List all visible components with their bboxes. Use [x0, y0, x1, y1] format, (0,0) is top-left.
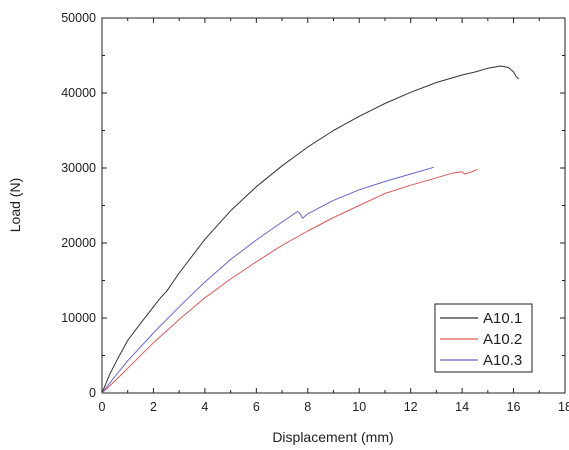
- x-axis-ticks: 0 2 4 6 8 10 12 14 16 18: [99, 18, 569, 414]
- series-line-A10-3: [101, 166, 434, 394]
- y-tick-label: 20000: [61, 236, 96, 250]
- series-line-A10-1: [101, 65, 520, 394]
- x-tick-label: 6: [253, 400, 260, 414]
- x-tick-label: 16: [507, 400, 521, 414]
- x-tick-label: 4: [201, 400, 208, 414]
- x-tick-label: 18: [558, 400, 569, 414]
- series-lines: [101, 65, 520, 394]
- y-tick-label: 40000: [61, 86, 96, 100]
- x-tick-label: 14: [455, 400, 469, 414]
- x-tick-label: 2: [150, 400, 157, 414]
- series-line-A10-2: [101, 169, 478, 394]
- x-tick-label: 0: [99, 400, 106, 414]
- x-tick-label: 12: [404, 400, 418, 414]
- y-axis-ticks: 0 10000 20000 30000 40000 50000: [61, 11, 565, 400]
- x-tick-label: 8: [304, 400, 311, 414]
- legend: A10.1 A10.2 A10.3: [434, 303, 533, 373]
- legend-label: A10.1: [483, 310, 522, 327]
- x-tick-label: 10: [352, 400, 366, 414]
- y-tick-label: 50000: [61, 11, 96, 25]
- y-tick-label: 0: [89, 386, 96, 400]
- x-axis-title: Displacement (mm): [272, 429, 393, 445]
- y-axis-title: Load (N): [7, 178, 23, 232]
- legend-box: [434, 303, 533, 373]
- legend-label: A10.2: [483, 331, 522, 348]
- y-tick-label: 10000: [61, 311, 96, 325]
- y-tick-label: 30000: [61, 161, 96, 175]
- legend-label: A10.3: [483, 352, 522, 369]
